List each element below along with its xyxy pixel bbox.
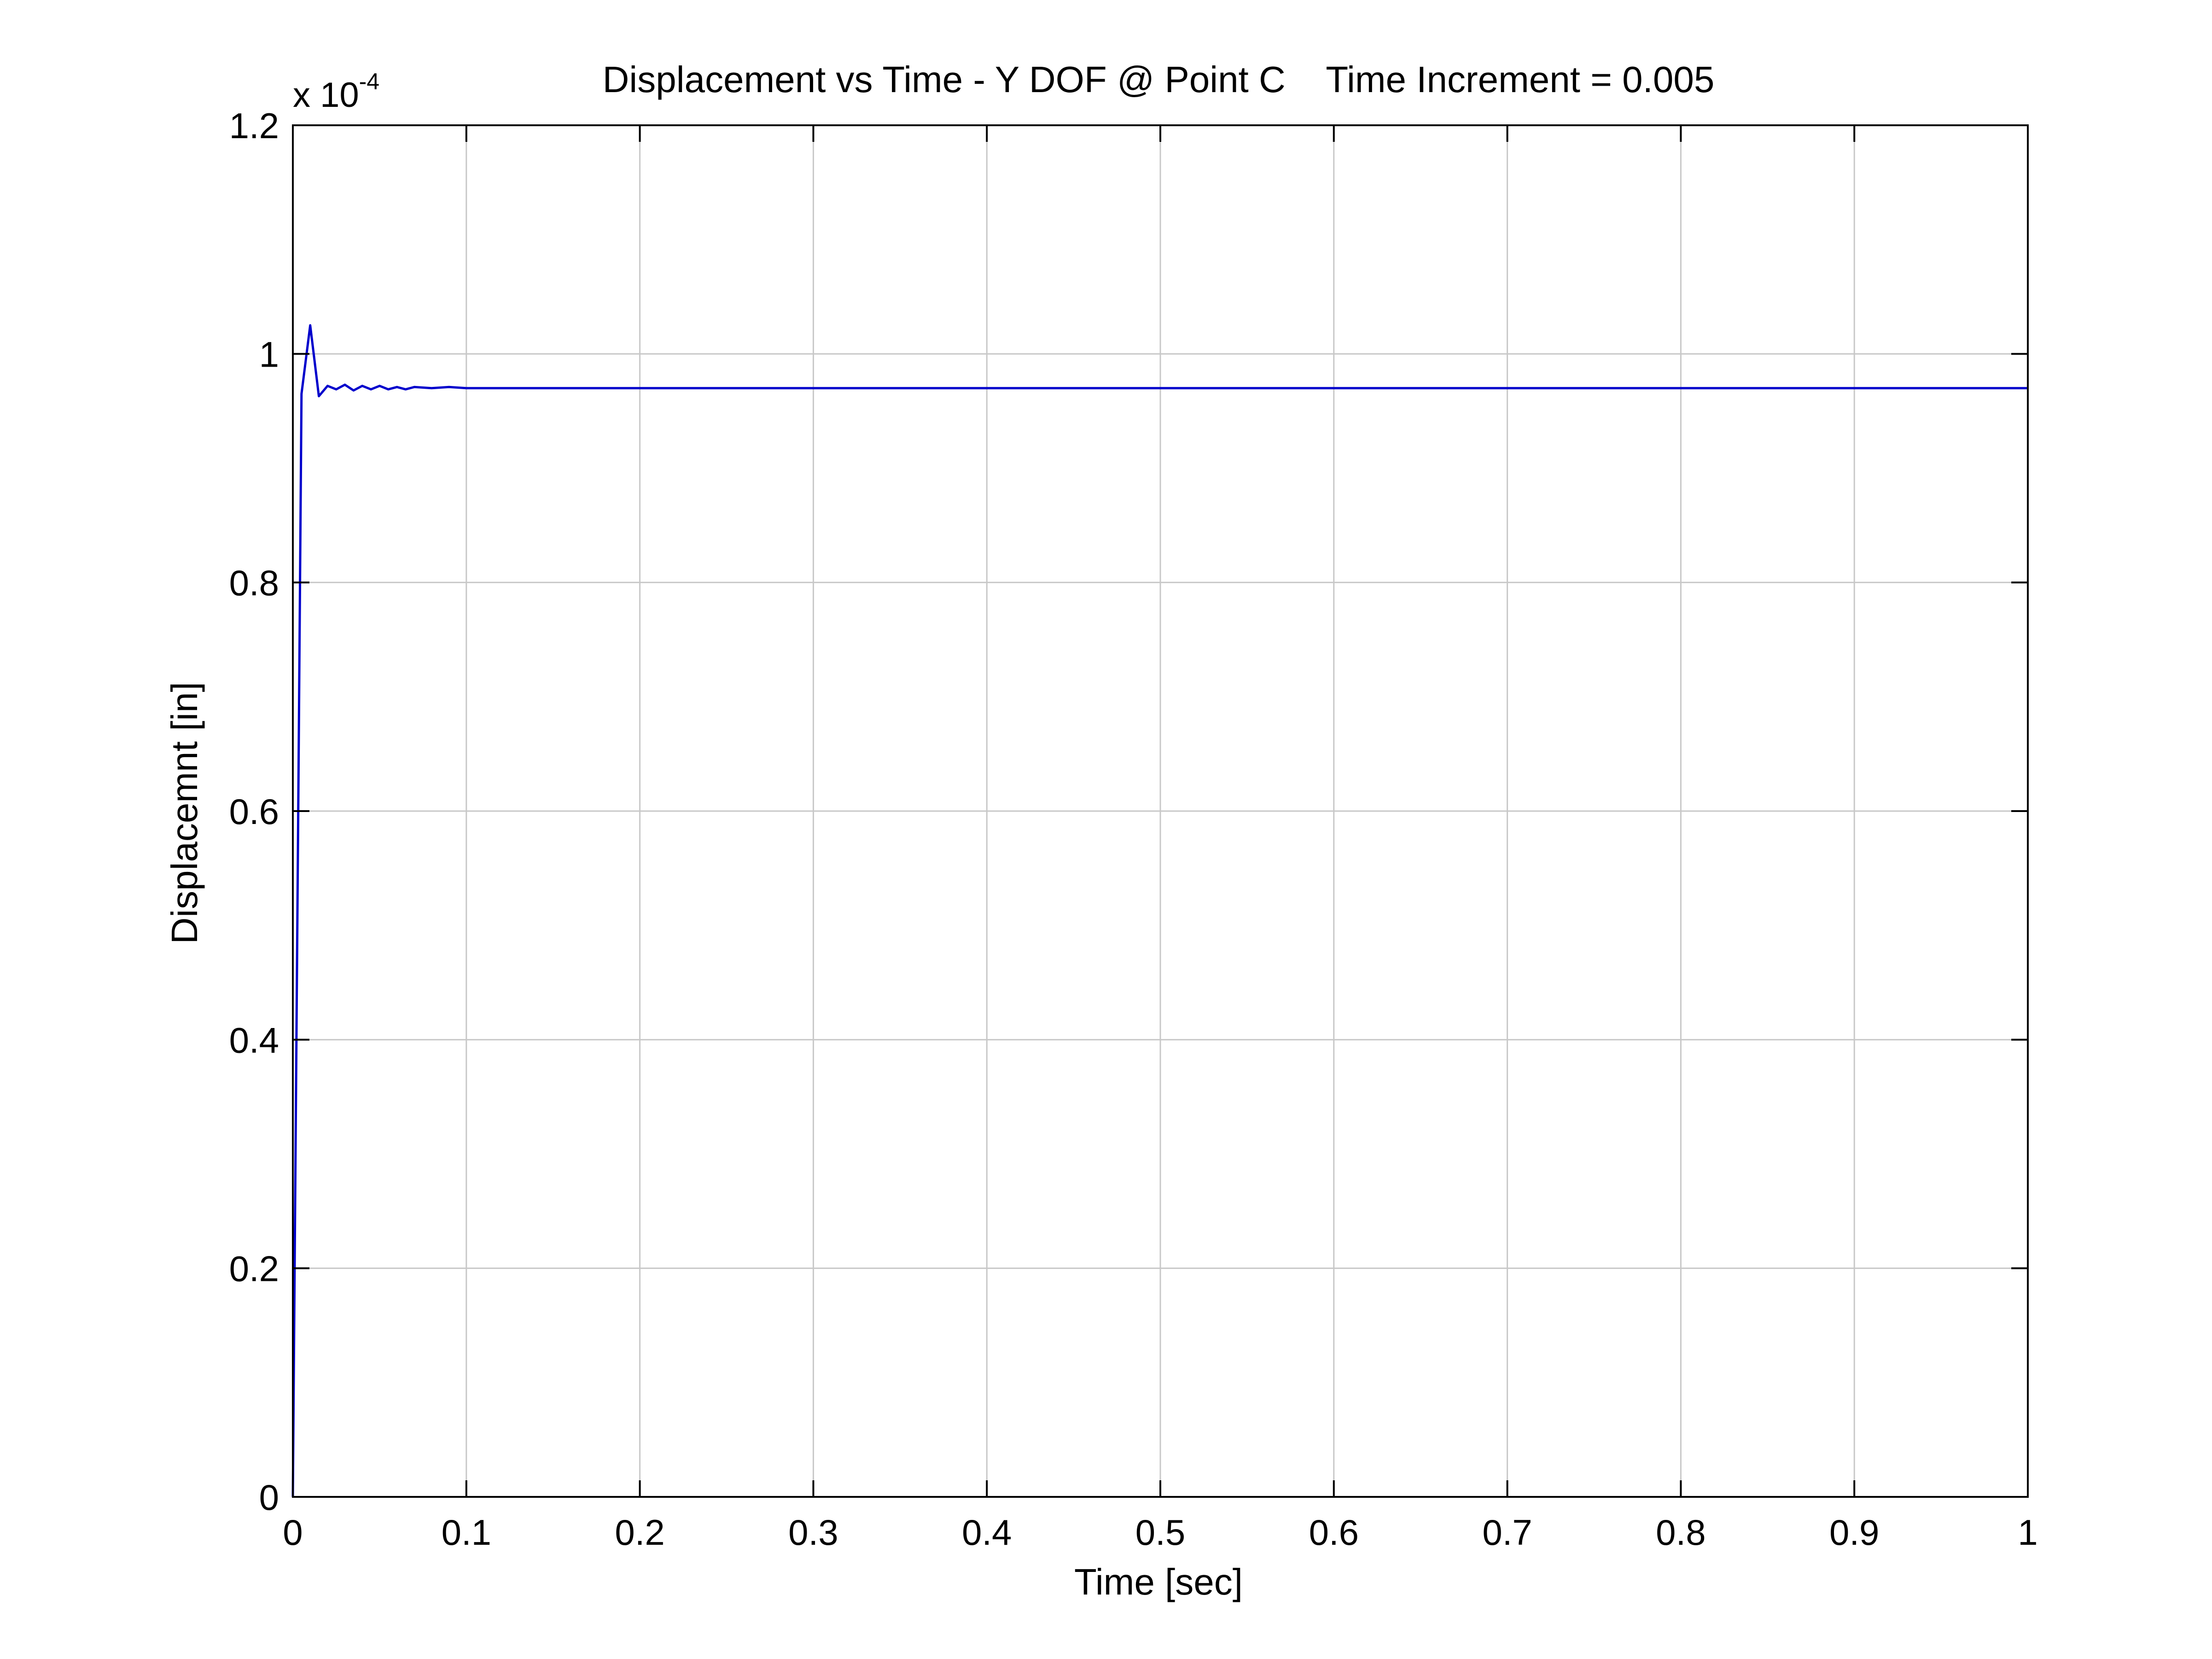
- x-tick-label: 0: [283, 1512, 303, 1553]
- x-tick-label: 0.9: [1829, 1512, 1879, 1553]
- tick-labels: 0 0.1 0.2 0.3 0.4 0.5 0.6 0.7 0.8 0.9 1 0 0.2 0.4 0.6 0…: [229, 105, 2038, 1553]
- x-tick-label: 0.3: [788, 1512, 838, 1553]
- y-tick-label: 1: [259, 334, 279, 374]
- y-scale-base: x 10: [293, 76, 359, 115]
- x-tick-label: 0.2: [615, 1512, 664, 1553]
- chart-title: Displacement vs Time - Y DOF @ Point C T…: [603, 59, 1715, 100]
- x-tick-label: 0.8: [1656, 1512, 1706, 1553]
- y-tick-label: 0.2: [229, 1249, 279, 1289]
- x-axis-label: Time [sec]: [1074, 1561, 1243, 1602]
- x-tick-label: 0.4: [962, 1512, 1012, 1553]
- y-scale-exponent: -4: [359, 69, 379, 94]
- x-tick-label: 0.6: [1309, 1512, 1359, 1553]
- y-tick-label: 1.2: [229, 105, 279, 146]
- y-axis-label: Displacemnt [in]: [164, 682, 205, 944]
- series-line: [291, 324, 2028, 1497]
- y-tick-label: 0.6: [229, 791, 279, 832]
- x-tick-label: 0.5: [1135, 1512, 1185, 1553]
- series-layer: [291, 324, 2028, 1497]
- y-tick-label: 0.4: [229, 1020, 279, 1060]
- x-tick-label: 1: [2018, 1512, 2037, 1553]
- x-tick-label: 0.1: [442, 1512, 491, 1553]
- y-tick-label: 0.8: [229, 563, 279, 603]
- ticks: [292, 124, 2029, 1498]
- x-tick-label: 0.7: [1482, 1512, 1532, 1553]
- y-scale-factor: x 10-4: [293, 69, 379, 115]
- y-tick-label: 0: [259, 1477, 279, 1518]
